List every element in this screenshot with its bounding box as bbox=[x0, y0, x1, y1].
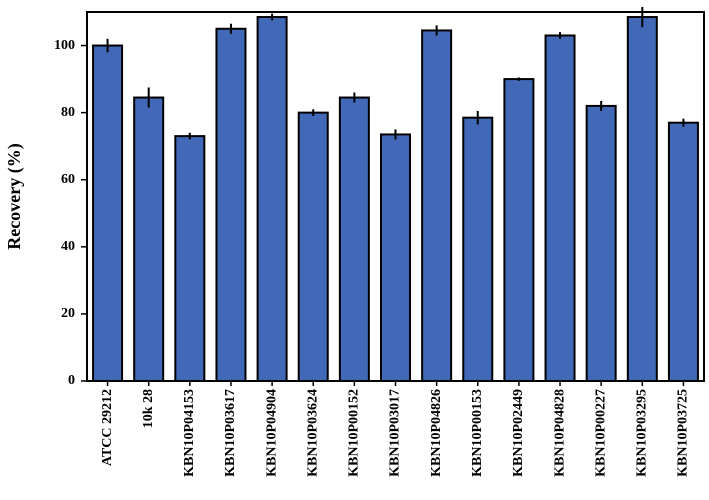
y-axis-title: Recovery (%) bbox=[4, 143, 25, 249]
bar bbox=[92, 44, 124, 383]
x-tick-label: KBN10P02449 bbox=[511, 389, 526, 477]
x-tick-label: KBN10P04904 bbox=[264, 389, 279, 477]
bar bbox=[544, 34, 576, 383]
x-tick-label: KBN10P03725 bbox=[676, 389, 691, 477]
x-tick-label: KBN10P03624 bbox=[305, 389, 320, 477]
bar bbox=[667, 121, 699, 382]
bar bbox=[462, 116, 494, 382]
y-tick-label: 80 bbox=[61, 105, 75, 120]
x-tick-label: KBN10P04826 bbox=[429, 389, 444, 477]
bar bbox=[174, 135, 206, 382]
y-tick-label: 100 bbox=[54, 38, 75, 53]
x-tick-label: KBN10P04153 bbox=[182, 389, 197, 477]
bar bbox=[133, 96, 165, 382]
x-axis-labels: ATCC 29212 10k 28 KBN10P04153 KBN10P03617 KB… bbox=[100, 381, 691, 477]
bar bbox=[215, 27, 247, 382]
plot-frame bbox=[86, 11, 705, 382]
bar bbox=[338, 96, 370, 382]
bar bbox=[626, 16, 658, 382]
bar bbox=[421, 29, 453, 382]
bar bbox=[585, 104, 617, 382]
bars-layer bbox=[92, 6, 699, 383]
x-tick-label: KBN10P03617 bbox=[223, 389, 238, 477]
y-axis-ticks: 0 20 40 60 80 100 bbox=[54, 38, 87, 388]
bar bbox=[503, 78, 535, 382]
x-tick-label: 10k 28 bbox=[141, 389, 156, 428]
bar bbox=[256, 16, 288, 382]
x-tick-label: KBN10P03017 bbox=[388, 389, 403, 477]
y-tick-label: 40 bbox=[61, 239, 75, 254]
bar bbox=[297, 111, 329, 383]
y-tick-label: 20 bbox=[61, 306, 75, 321]
x-tick-label: KBN10P00153 bbox=[470, 389, 485, 477]
x-tick-label: KBN10P04828 bbox=[552, 389, 567, 477]
bar bbox=[380, 133, 411, 382]
x-tick-label: KBN10P00227 bbox=[593, 389, 608, 477]
y-tick-label: 60 bbox=[61, 172, 75, 187]
x-tick-label: KBN10P03295 bbox=[635, 389, 650, 477]
x-tick-label: KBN10P00152 bbox=[347, 389, 362, 477]
x-tick-label: ATCC 29212 bbox=[100, 389, 115, 466]
y-tick-label: 0 bbox=[68, 373, 75, 388]
